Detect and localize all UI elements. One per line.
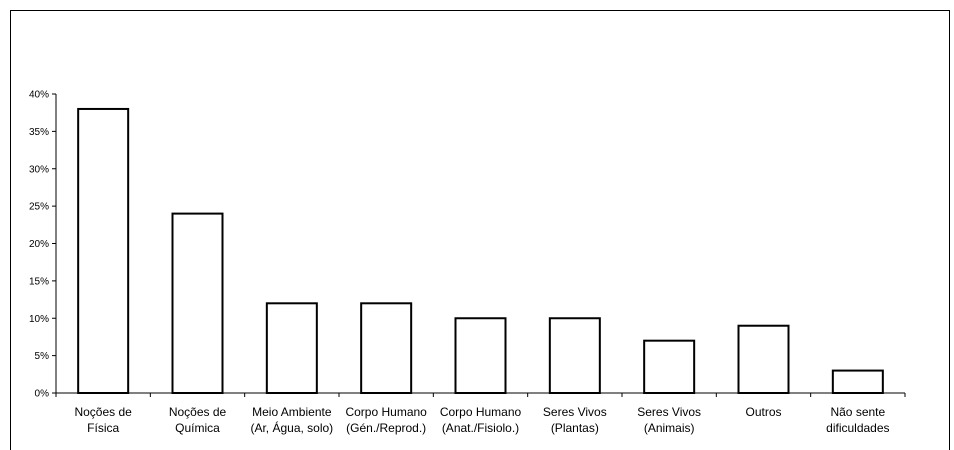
x-category-label: (Animais) [644, 421, 695, 435]
bar [831, 369, 884, 395]
x-category-label: Corpo Humano [345, 405, 427, 419]
x-category-label: Noções de [74, 405, 132, 419]
x-category-label: Química [175, 421, 220, 435]
bar [265, 302, 318, 394]
x-category-label: Seres Vivos [543, 405, 607, 419]
bar [454, 317, 507, 394]
x-category-label: (Gén./Reprod.) [346, 421, 426, 435]
x-category-label: Seres Vivos [637, 405, 701, 419]
y-tick-label: 5% [35, 351, 50, 362]
x-category-label: Noções de [169, 405, 227, 419]
y-tick-label: 15% [29, 276, 49, 287]
y-tick-label: 25% [29, 202, 49, 213]
chart-frame [10, 10, 950, 450]
bar [737, 324, 790, 395]
x-category-label: (Anat./Fisiolo.) [442, 421, 519, 435]
bar [360, 302, 413, 394]
y-tick-label: 0% [35, 389, 50, 400]
bar [77, 107, 130, 394]
x-category-label: Corpo Humano [440, 405, 522, 419]
x-category-label: Física [87, 421, 119, 435]
y-tick-label: 40% [29, 90, 49, 101]
bar [548, 317, 601, 394]
x-category-label: (Plantas) [551, 421, 599, 435]
y-tick-label: 20% [29, 239, 49, 250]
x-category-label: (Ar, Água, solo) [250, 420, 333, 435]
y-tick-label: 10% [29, 314, 49, 325]
x-category-label: Não sente [830, 405, 885, 419]
y-tick-label: 35% [29, 127, 49, 138]
bar [643, 339, 696, 394]
bar [171, 212, 224, 394]
y-tick-label: 30% [29, 164, 49, 175]
x-category-label: Meio Ambiente [252, 405, 332, 419]
x-category-label: dificuldades [826, 421, 889, 435]
x-category-label: Outros [745, 405, 781, 419]
